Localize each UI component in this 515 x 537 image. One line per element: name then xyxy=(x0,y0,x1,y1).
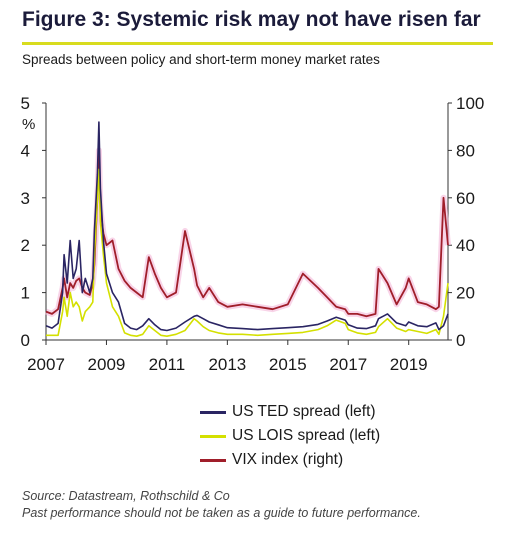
series-vix-halo xyxy=(44,147,451,320)
y-right-tick-label: 100 xyxy=(456,94,484,113)
legend-item-vix: VIX index (right) xyxy=(200,448,380,472)
chart-subtitle: Spreads between policy and short-term mo… xyxy=(22,52,380,67)
y-right-tick-label: 40 xyxy=(456,236,475,255)
y-left-tick-label: 2 xyxy=(21,236,30,255)
y-right-tick-label: 0 xyxy=(456,331,465,350)
disclaimer-line: Past performance should not be taken as … xyxy=(22,506,421,520)
y-right-tick-label: 20 xyxy=(456,284,475,303)
legend-swatch-ted xyxy=(200,410,226,414)
series-lois-line xyxy=(46,168,449,338)
chart-title: Figure 3: Systemic risk may not have ris… xyxy=(22,8,481,31)
legend-label-ted: US TED spread (left) xyxy=(232,403,376,420)
legend-label-lois: US LOIS spread (left) xyxy=(232,427,381,444)
x-tick-label: 2019 xyxy=(390,355,428,374)
plot-area: 0 1 2 3 4 5% 0 20 40 60 80 100 2007 2009 2011 2013 2015 2… xyxy=(21,94,485,374)
y-right-tick-label: 60 xyxy=(456,189,475,208)
y-left-tick-label: 1 xyxy=(21,284,30,303)
source-note: Source: Datastream, Rothschild & Co Past… xyxy=(22,488,421,522)
legend-label-vix: VIX index (right) xyxy=(232,451,344,468)
y-left-tick-label: 0 xyxy=(21,331,30,350)
series-ted-line xyxy=(45,121,449,332)
legend-swatch-lois xyxy=(200,434,226,438)
x-tick-label: 2017 xyxy=(329,355,367,374)
title-underline xyxy=(22,42,493,45)
x-tick-label: 2015 xyxy=(269,355,307,374)
y-left-tick-label: 5 xyxy=(21,94,30,113)
legend-swatch-vix xyxy=(200,458,226,462)
y-right-tick-label: 80 xyxy=(456,141,475,160)
legend-item-lois: US LOIS spread (left) xyxy=(200,424,380,448)
source-line: Source: Datastream, Rothschild & Co xyxy=(22,489,230,503)
x-tick-label: 2009 xyxy=(88,355,126,374)
x-tick-label: 2011 xyxy=(149,355,186,374)
chart: 0 1 2 3 4 5% 0 20 40 60 80 100 2007 2009 2011 2013 2015 2… xyxy=(21,94,485,374)
y-left-tick-label: 3 xyxy=(21,189,30,208)
legend-item-ted: US TED spread (left) xyxy=(200,400,380,424)
x-tick-label: 2013 xyxy=(208,355,246,374)
y-left-unit-label: % xyxy=(22,116,35,133)
y-left-tick-label: 4 xyxy=(21,141,30,160)
x-tick-label: 2007 xyxy=(27,355,65,374)
legend: US TED spread (left) US LOIS spread (lef… xyxy=(200,400,380,472)
